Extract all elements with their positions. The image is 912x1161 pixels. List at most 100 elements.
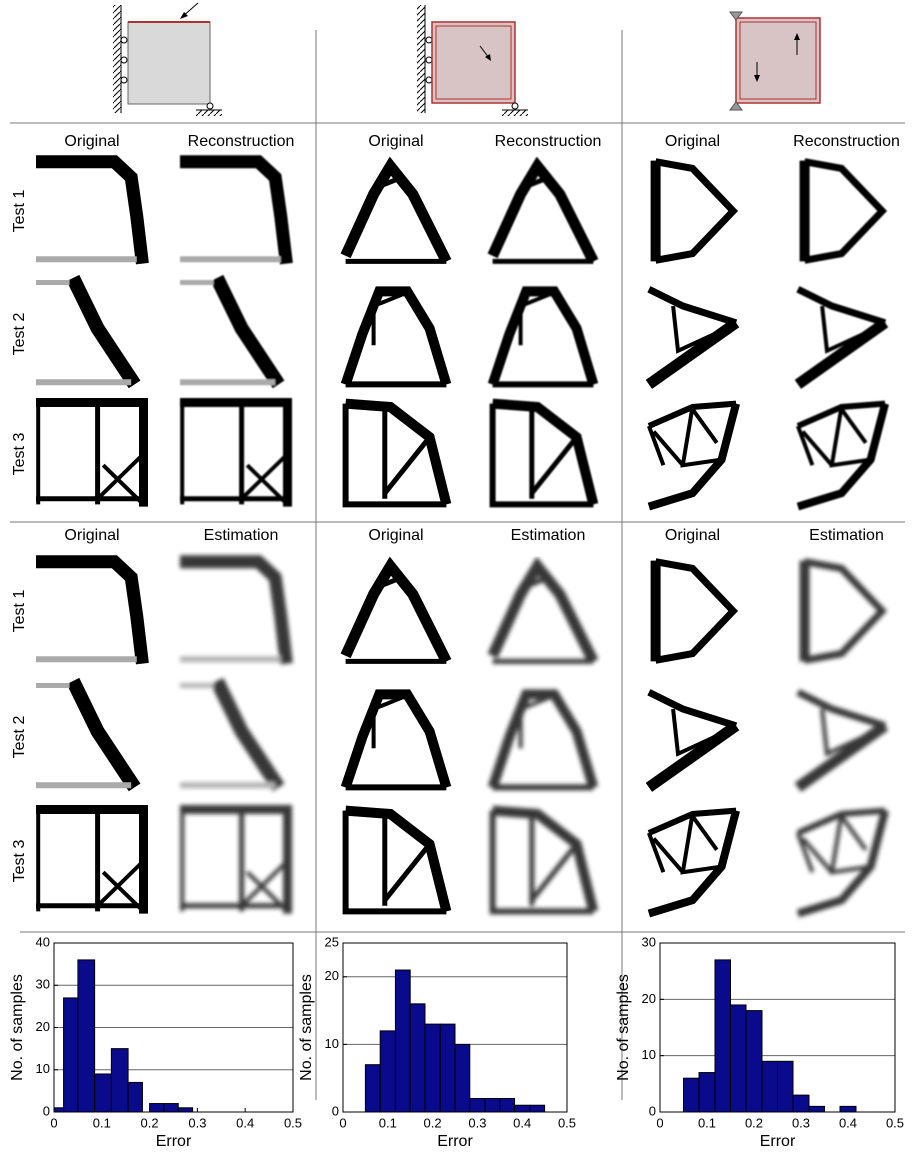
structure-member [245, 463, 289, 506]
column-header: Reconstruction [188, 133, 295, 150]
topology-image [489, 805, 599, 915]
structure-member [796, 809, 889, 918]
row-label: Test 2 [11, 313, 28, 356]
column-header: Original [64, 133, 119, 150]
structure-member [180, 398, 292, 507]
y-tick-label: 20 [325, 968, 339, 983]
structure-member [647, 286, 738, 327]
structure-member [340, 689, 452, 789]
structure-member [529, 842, 579, 902]
dividers [10, 30, 905, 1100]
y-tick-label: 40 [36, 934, 50, 949]
structure-member [801, 430, 834, 467]
histogram-bar [469, 1097, 486, 1113]
structure-member [180, 155, 293, 265]
y-tick-label: 20 [36, 1019, 50, 1034]
structure-member [654, 558, 739, 664]
y-axis-label: No. of samples [9, 974, 26, 1081]
histogram-bar [63, 997, 79, 1113]
topology-image [645, 689, 740, 792]
topology-image [647, 400, 740, 511]
structure-member [654, 158, 739, 264]
structure-member [680, 406, 722, 468]
histogram-bar [439, 1023, 456, 1113]
structure-member [803, 158, 888, 264]
axis-box [659, 942, 896, 1113]
structure-member [829, 813, 871, 875]
topology-image [36, 155, 149, 265]
topology-image [340, 556, 452, 664]
structure-member [342, 403, 447, 508]
structure-member [372, 695, 403, 711]
structure-member [645, 721, 740, 792]
structure-member [345, 398, 452, 506]
topology-image [647, 807, 740, 918]
structure-member [489, 403, 594, 508]
histogram-bar [777, 1060, 794, 1113]
histogram-bar [379, 1030, 396, 1113]
structure-member [382, 842, 432, 902]
structure-member [671, 305, 728, 354]
structure-member [240, 859, 289, 908]
y-tick-label: 10 [325, 1036, 339, 1051]
topology-image [799, 558, 888, 664]
structure-member [372, 292, 403, 308]
histogram-bar [714, 959, 731, 1113]
structure-member [487, 286, 599, 386]
topology-image [180, 805, 292, 914]
structure-member [340, 286, 452, 386]
structure-member [519, 695, 550, 711]
topology-image [650, 558, 739, 664]
structure-member [101, 870, 145, 913]
structure-member [487, 556, 599, 664]
histogram-bar [698, 1072, 716, 1113]
row-label: Test 1 [11, 590, 28, 633]
topology-image [36, 555, 149, 665]
histogram-bar [514, 1104, 531, 1113]
structure-member [647, 689, 738, 730]
column-header: Estimation [809, 527, 884, 544]
structure-member [245, 870, 289, 913]
topology-image [796, 400, 889, 511]
x-tick-label: 0 [339, 1115, 346, 1130]
structure-member [671, 708, 728, 757]
topology-image [487, 286, 599, 388]
topology-image [180, 398, 292, 507]
histogram-bar [745, 1010, 763, 1113]
structure-member [66, 274, 141, 389]
structure-member [101, 463, 145, 506]
structure-member [647, 809, 740, 918]
y-tick-label: 30 [36, 977, 50, 992]
x-tick-label: 0.2 [141, 1115, 159, 1130]
column-header: Original [64, 527, 119, 544]
structure-member [492, 398, 599, 506]
column-header: Original [368, 133, 423, 150]
structure-member [240, 452, 289, 501]
histogram-bar [394, 969, 411, 1113]
topology-image [340, 689, 452, 791]
structure-member [507, 170, 540, 213]
topology-image [645, 286, 740, 389]
y-tick-label: 0 [332, 1103, 339, 1118]
structure-member [36, 555, 149, 665]
histogram-bar [792, 1094, 810, 1113]
load-case-1 [113, 2, 222, 116]
y-tick-label: 0 [43, 1103, 50, 1118]
column-header: Estimation [511, 527, 586, 544]
histogram-bar [364, 1064, 381, 1113]
structure-member [803, 558, 888, 664]
x-axis-label: Error [156, 1133, 192, 1150]
x-tick-label: 0.2 [424, 1115, 442, 1130]
structure-member [340, 156, 452, 264]
column-header: Original [368, 527, 423, 544]
structure-member [36, 398, 148, 507]
topology-image [180, 274, 285, 389]
x-tick-label: 0 [656, 1115, 663, 1130]
structure-member [180, 555, 293, 665]
x-axis-label: Error [760, 1133, 796, 1150]
structure-member [690, 815, 719, 851]
histogram-bar [761, 1060, 778, 1113]
x-axis-label: Error [437, 1133, 473, 1150]
y-tick-label: 0 [649, 1103, 656, 1118]
topology-image [489, 398, 599, 508]
